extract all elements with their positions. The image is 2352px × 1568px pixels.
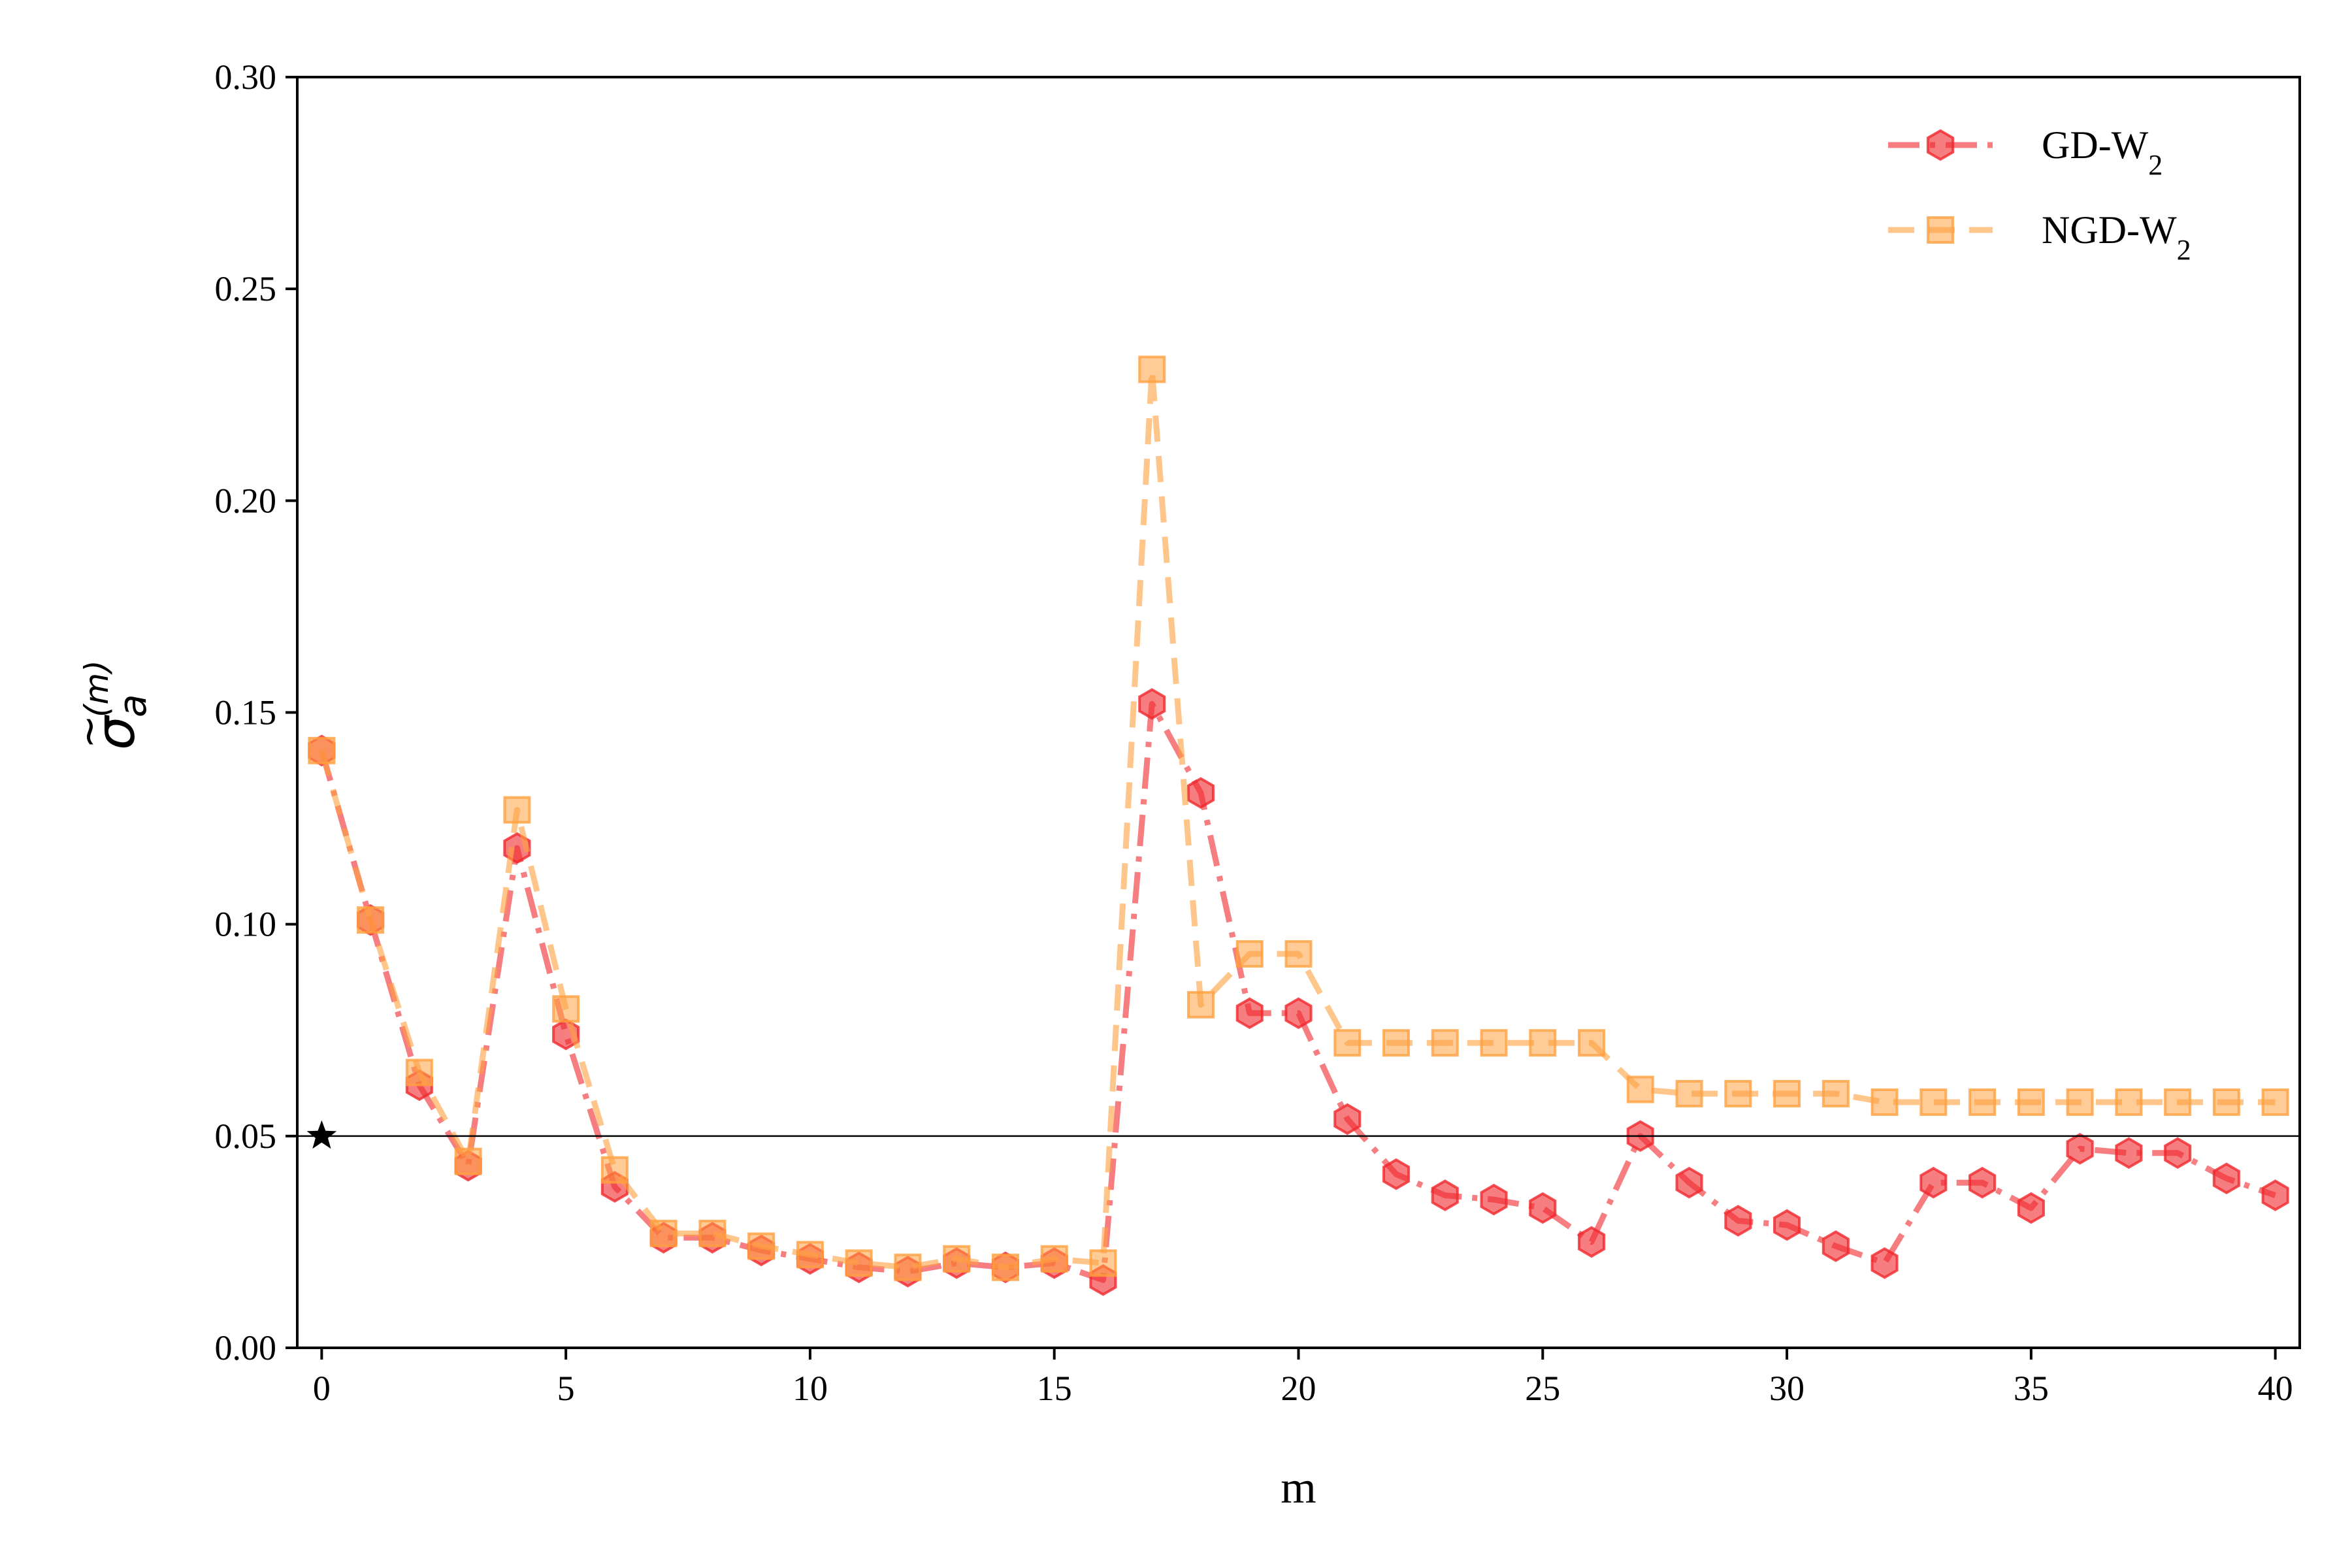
data-point xyxy=(1578,1029,1606,1057)
data-point xyxy=(2017,1192,2045,1224)
data-point xyxy=(796,1241,824,1269)
data-point xyxy=(1675,1166,1703,1199)
data-point xyxy=(552,995,580,1023)
legend-label-subscript: 2 xyxy=(2148,149,2163,181)
x-tick-label: 5 xyxy=(557,1369,575,1408)
target-star-marker xyxy=(306,1120,337,1149)
x-tick-label: 25 xyxy=(1525,1369,1560,1408)
data-point xyxy=(405,1058,433,1086)
data-point xyxy=(1968,1166,1997,1199)
data-point xyxy=(2066,1088,2094,1116)
data-point xyxy=(1040,1245,1068,1273)
legend-marker xyxy=(1927,216,1954,244)
data-point xyxy=(1919,1088,1948,1116)
data-point xyxy=(845,1249,873,1277)
data-point xyxy=(2115,1137,2143,1169)
data-point xyxy=(943,1245,971,1273)
y-label-symbol: σ xyxy=(85,714,147,750)
data-point xyxy=(991,1253,1019,1281)
data-point xyxy=(1431,1179,1459,1211)
data-point xyxy=(2212,1088,2240,1116)
data-point xyxy=(1333,1029,1362,1057)
data-point xyxy=(1724,1080,1752,1107)
y-label-accent: ~ xyxy=(65,715,112,749)
x-tick-label: 10 xyxy=(792,1369,828,1408)
data-point xyxy=(1773,1080,1801,1107)
y-tick-label: 0.30 xyxy=(215,57,277,97)
data-point xyxy=(1675,1080,1703,1107)
legend-marker xyxy=(1926,129,1955,161)
data-point xyxy=(1724,1205,1752,1237)
data-point xyxy=(698,1219,727,1247)
series-1 xyxy=(308,355,2289,1281)
data-point xyxy=(1333,1103,1362,1135)
data-point xyxy=(1480,1183,1508,1216)
data-point xyxy=(308,736,336,764)
x-tick-label: 15 xyxy=(1037,1369,1072,1408)
data-point xyxy=(1382,1029,1411,1057)
data-point xyxy=(600,1156,629,1184)
y-label-superscript: (m) xyxy=(78,660,116,717)
data-point xyxy=(1578,1226,1606,1258)
data-point xyxy=(357,906,385,934)
data-point xyxy=(894,1253,922,1281)
data-point xyxy=(2066,1132,2094,1165)
y-tick-label: 0.00 xyxy=(215,1328,277,1367)
x-tick-label: 30 xyxy=(1769,1369,1805,1408)
x-tick-label: 40 xyxy=(2258,1369,2293,1408)
y-axis-label: σ~a(m) xyxy=(65,660,155,750)
data-point xyxy=(1968,1088,1997,1116)
data-point xyxy=(1186,777,1215,809)
legend-label-subscript: 2 xyxy=(2177,234,2191,266)
y-tick-label: 0.25 xyxy=(215,269,277,308)
data-point xyxy=(1821,1230,1850,1262)
y-tick-label: 0.15 xyxy=(215,693,277,732)
data-point xyxy=(1284,997,1313,1030)
data-point xyxy=(1186,990,1215,1019)
y-tick-label: 0.10 xyxy=(215,905,277,944)
data-point xyxy=(1089,1249,1117,1277)
data-point xyxy=(1235,940,1264,968)
data-point xyxy=(1529,1192,1557,1224)
data-point xyxy=(1138,355,1166,384)
data-point xyxy=(2261,1088,2289,1116)
data-point xyxy=(1431,1029,1459,1057)
data-point xyxy=(2164,1088,2192,1116)
data-point xyxy=(649,1219,678,1247)
data-point xyxy=(1821,1080,1850,1107)
data-point xyxy=(1480,1029,1508,1057)
data-point xyxy=(2017,1088,2045,1116)
data-point xyxy=(747,1232,776,1260)
data-point xyxy=(1529,1029,1557,1057)
data-point xyxy=(2164,1137,2192,1169)
data-point xyxy=(1235,997,1264,1030)
data-point xyxy=(503,796,531,824)
ticks-layer: 0 5 10 15 20 25 30 35 40 0.00 0.05 0.10 0.15 0.20 0.25… xyxy=(215,57,2293,1408)
data-point xyxy=(1626,1075,1654,1103)
series-layer xyxy=(308,355,2289,1296)
y-tick-label: 0.05 xyxy=(215,1117,277,1156)
x-tick-label: 35 xyxy=(2014,1369,2049,1408)
x-axis-label: m xyxy=(1281,1463,1316,1513)
data-point xyxy=(1382,1158,1411,1190)
x-tick-label: 20 xyxy=(1281,1369,1316,1408)
data-point xyxy=(1870,1088,1899,1116)
data-point xyxy=(2115,1088,2143,1116)
data-point xyxy=(1870,1247,1899,1279)
data-point xyxy=(2212,1162,2240,1195)
y-label-subscript: a xyxy=(110,694,155,717)
data-point xyxy=(1919,1166,1948,1199)
y-tick-label: 0.20 xyxy=(215,481,277,520)
data-point xyxy=(454,1147,482,1175)
data-point xyxy=(2261,1179,2289,1211)
data-point xyxy=(1138,688,1166,720)
reference-layer xyxy=(297,1120,2300,1149)
data-point xyxy=(1284,940,1313,968)
data-point xyxy=(1773,1209,1801,1241)
x-tick-label: 0 xyxy=(313,1369,331,1408)
